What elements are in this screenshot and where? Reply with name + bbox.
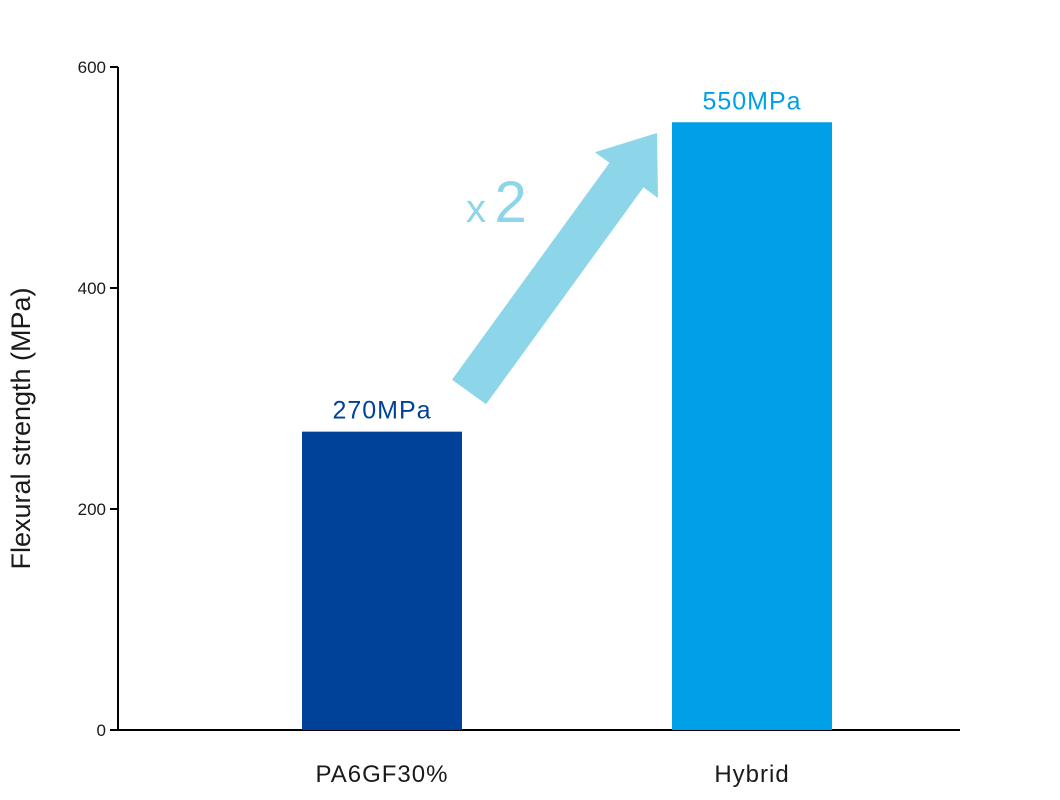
bars: 270MPa PA6GF30% 550MPa Hybrid: [302, 87, 832, 788]
y-tick-label: 600: [78, 58, 106, 77]
multiplier-annotation: x 2: [452, 133, 658, 405]
bar-pa6gf30-: [302, 431, 462, 730]
y-tick-label: 0: [97, 721, 106, 740]
y-axis-title: Flexural strength (MPa): [6, 287, 36, 569]
bar-hybrid: [672, 122, 832, 730]
multiplier-prefix: x: [466, 187, 486, 231]
data-label: 550MPa: [702, 87, 801, 115]
y-tick-label: 200: [78, 500, 106, 519]
y-axis: 0 200 400 600: [78, 58, 119, 740]
x-tick-label: Hybrid: [714, 761, 789, 788]
growth-arrow: [452, 133, 658, 405]
multiplier-label: x 2: [466, 170, 527, 235]
multiplier-value: 2: [494, 170, 526, 235]
y-ticks: 0 200 400 600: [78, 58, 118, 740]
x-tick-label: PA6GF30%: [316, 761, 449, 788]
y-tick-label: 400: [78, 279, 106, 298]
data-label: 270MPa: [332, 397, 431, 425]
